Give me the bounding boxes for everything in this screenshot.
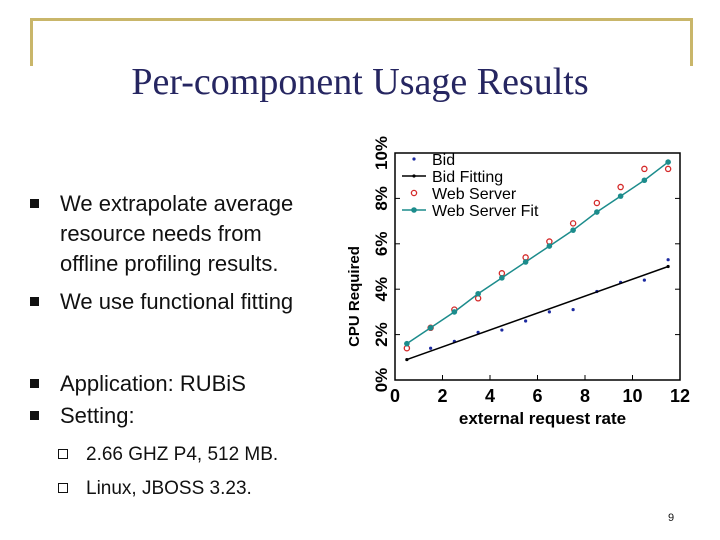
data-point	[641, 165, 648, 173]
data-point	[405, 357, 409, 362]
bullet-text: resource needs from	[60, 221, 262, 246]
bullet-text: offline profiling results.	[60, 251, 279, 276]
y-tick-label: 10%	[372, 136, 391, 170]
legend-marker	[411, 207, 417, 213]
data-point	[451, 309, 458, 315]
data-point	[570, 227, 576, 233]
page-number: 9	[668, 512, 675, 524]
hollow-square-bullet-icon	[58, 483, 68, 493]
sub-bullet-text: 2.66 GHZ P4, 512 MB.	[86, 444, 279, 465]
x-tick-label: 12	[670, 386, 690, 406]
hollow-square-bullet-icon	[58, 449, 68, 459]
x-tick-label: 8	[580, 386, 590, 406]
data-point	[642, 278, 646, 282]
x-tick-label: 10	[622, 386, 642, 406]
slide-title: Per-component Usage Results	[131, 61, 589, 103]
square-bullet-icon	[30, 199, 39, 208]
x-tick-label: 6	[532, 386, 542, 406]
accent-line-left	[30, 18, 33, 66]
bullet-text: We use functional fitting	[60, 289, 294, 314]
bullet-text: Setting:	[60, 403, 135, 428]
data-point	[547, 310, 551, 314]
y-tick-label: 6%	[372, 232, 391, 257]
data-point	[475, 290, 481, 297]
y-tick-label: 0%	[372, 368, 391, 393]
data-point	[524, 319, 528, 323]
y-tick-label: 8%	[372, 186, 391, 211]
data-point	[546, 243, 553, 249]
legend-marker	[410, 189, 418, 197]
sub-bullet-text: Linux, JBOSS 3.23.	[86, 478, 252, 499]
data-point	[593, 199, 601, 207]
data-point	[666, 264, 670, 269]
data-point	[404, 340, 410, 347]
data-point	[617, 193, 624, 199]
usage-chart: 0% 2% 4% 6% 8% 10% 0 2 4 6 8 10 12 external request r…	[346, 136, 690, 428]
legend-label: Web Server	[432, 186, 517, 203]
accent-line-top	[30, 18, 690, 21]
data-point	[429, 346, 433, 350]
x-tick-label: 0	[390, 386, 400, 406]
series-line	[406, 265, 669, 361]
legend-label: Bid Fitting	[432, 169, 503, 186]
data-point	[500, 328, 504, 332]
x-tick-label: 4	[485, 386, 495, 406]
data-point	[664, 165, 672, 173]
y-axis-label: CPU Required	[346, 246, 363, 347]
legend-marker	[412, 157, 416, 161]
data-point	[594, 209, 600, 215]
data-point	[665, 159, 671, 165]
x-axis-label: external request rate	[459, 409, 626, 428]
data-point	[569, 220, 577, 227]
y-tick-label: 4%	[372, 277, 391, 302]
y-tick-label: 2%	[372, 322, 391, 347]
series-line	[406, 161, 669, 345]
legend-label: Web Server Fit	[432, 203, 539, 220]
bullet-text: Application: RUBiS	[60, 371, 246, 396]
accent-line-right	[690, 18, 693, 66]
data-point	[617, 183, 624, 191]
bullet-text: We extrapolate average	[60, 191, 294, 216]
x-tick-label: 2	[437, 386, 447, 406]
square-bullet-icon	[30, 297, 39, 306]
data-point	[499, 275, 505, 281]
data-point	[641, 177, 648, 184]
data-point	[571, 308, 575, 312]
square-bullet-icon	[30, 411, 39, 420]
data-point	[427, 324, 434, 331]
data-point	[522, 259, 529, 265]
legend-marker	[412, 174, 416, 178]
data-point	[666, 258, 670, 262]
legend-label: Bid	[432, 152, 455, 169]
square-bullet-icon	[30, 379, 39, 388]
